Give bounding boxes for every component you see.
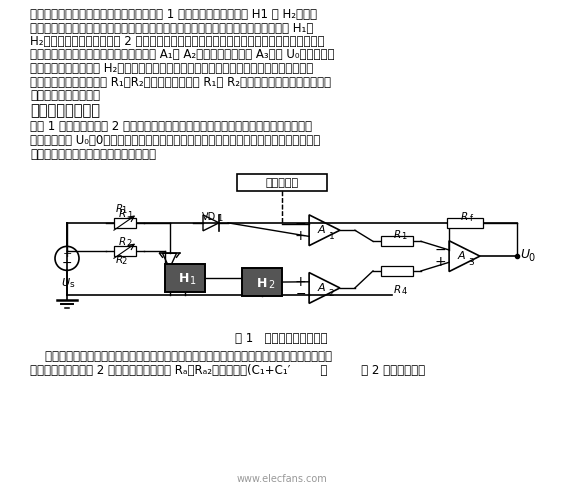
Text: R: R [461,212,468,222]
Text: 1: 1 [122,206,127,215]
Text: H: H [179,272,190,285]
Text: R: R [115,204,123,214]
Text: 0: 0 [528,253,534,263]
Text: +: + [62,249,72,259]
Text: R: R [119,209,126,219]
Bar [242,268,282,296]
Text: 因而输出电压 U₀＝0。可见，在共模电压作用下，不管外界因素发生怎样的变化，也不会引: 因而输出电压 U₀＝0。可见，在共模电压作用下，不管外界因素发生怎样的变化，也不… [30,134,320,147]
Text: 为了消除霌尔传感器的误差，笔者设计了图 1 所示的检测电路。其中 H1 和 H₂是型号: 为了消除霌尔传感器的误差，笔者设计了图 1 所示的检测电路。其中 H1 和 H₂… [30,8,317,21]
Text: +: + [435,255,446,269]
Text: 但是，对交流共模电压而言，情况就不一样了。这是因为信号的传输线和运放的输入端之间存: 但是，对交流共模电压而言，情况就不一样了。这是因为信号的传输线和运放的输入端之间… [30,350,332,363]
Text: 被测量电路: 被测量电路 [265,179,298,188]
Text: 2: 2 [329,289,334,299]
Text: www.elecfans.com: www.elecfans.com [236,474,327,484]
Bar [446,218,482,228]
Text: U: U [520,247,529,261]
Text: A: A [318,225,325,235]
Text: 图 1   消除霌尔误差的电路: 图 1 消除霌尔误差的电路 [235,332,328,345]
Text: 4: 4 [401,287,406,296]
Text: −: − [62,257,72,270]
Text: 和出厂时间完全一致的霌尔元件。其工作原理是：当被测电路没有输入信号时，由于 H₁和: 和出厂时间完全一致的霌尔元件。其工作原理是：当被测电路没有输入信号时，由于 H₁… [30,21,314,35]
Text: +: + [294,229,306,244]
Text: 在着寄生电容，如图 2 所示。传输线的电阻 Rₐ、Rₐ₂和分布电容(C₁+C₁′        ，         成 2 个分压电路。: 在着寄生电容，如图 2 所示。传输线的电阻 Rₐ、Rₐ₂和分布电容(C₁+C₁′… [30,364,425,377]
Text: 号为零时，输出为零。: 号为零时，输出为零。 [30,89,100,102]
Text: 2: 2 [268,280,274,290]
Text: H: H [257,277,267,289]
Text: R: R [119,237,126,247]
Text: 1: 1 [190,276,196,285]
Text: 1: 1 [401,232,406,242]
Text: 由共模误差产生的共模电压也相等，因而 A₁和 A₂的输入相等，使得 A₃输出 U₀为零。当被: 由共模误差产生的共模电压也相等，因而 A₁和 A₂的输入相等，使得 A₃输出 U… [30,48,334,61]
Text: VD: VD [202,212,216,222]
Text: 1: 1 [127,211,132,220]
Text: A: A [458,251,465,261]
Text: 2: 2 [187,266,193,275]
Text: 起输出，电路具有极高的共模抑制能力。: 起输出，电路具有极高的共模抑制能力。 [30,147,156,161]
Text: f: f [470,214,473,223]
Bar [381,266,413,276]
Text: 3: 3 [468,258,475,266]
Text: U: U [61,278,69,288]
Text: R: R [115,255,123,265]
Bar [381,236,413,246]
Text: A: A [318,283,325,293]
Text: 交流共模抑制电路: 交流共模抑制电路 [30,103,100,119]
Text: R: R [394,285,401,295]
Text: R: R [394,230,401,241]
Text: −: − [294,217,306,231]
Text: 2: 2 [127,239,132,248]
Text: 在图 1 中，由于作用于 2 个霌尔元件两端的共模误差不会在电路的输入端产生电位差，: 在图 1 中，由于作用于 2 个霌尔元件两端的共模误差不会在电路的输入端产生电位… [30,121,312,134]
Text: 测电路有输入时，只对 H₂产生影响，这样，就能在不影响测量的前提下，把霌尔元件本身: 测电路有输入时，只对 H₂产生影响，这样，就能在不影响测量的前提下，把霌尔元件本… [30,62,313,75]
Text: 1: 1 [217,214,222,223]
Text: 2: 2 [122,258,127,266]
Text: VD: VD [175,264,189,274]
Bar [114,246,136,256]
Bar [164,264,204,292]
Text: 1: 1 [329,232,334,241]
Bar [114,218,136,228]
Text: −: − [435,243,446,257]
Text: s: s [70,281,74,289]
Text: −: − [296,287,306,301]
Text: +: + [294,275,306,289]
Bar [237,174,327,191]
Text: 的误差降低到最小。图中 R₁、R₂是可调电阻，调整 R₁和 R₂的阻値，使得被测电路输入信: 的误差降低到最小。图中 R₁、R₂是可调电阻，调整 R₁和 R₂的阻値，使得被测… [30,76,331,88]
Text: H₂性能基本完全一致，所以 2 个霌尔元件产生的误差相等，我们把此误差定义为共模误差；: H₂性能基本完全一致，所以 2 个霌尔元件产生的误差相等，我们把此误差定义为共模… [30,35,324,48]
